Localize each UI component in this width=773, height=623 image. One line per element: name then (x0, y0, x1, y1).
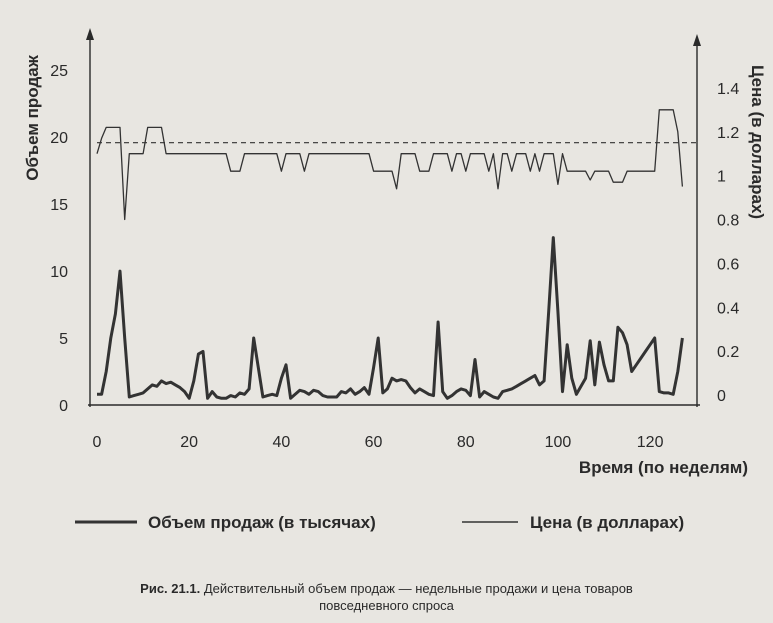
y-right-arrow-icon (693, 34, 701, 46)
x-tick-label: 40 (272, 434, 290, 451)
x-tick-label: 100 (545, 434, 572, 451)
y-right-tick-label: 1.2 (717, 125, 739, 142)
caption-line-2: повседневного спроса (319, 598, 454, 613)
series-price-line (96, 109, 684, 221)
y-right-tick-label: 0.4 (717, 300, 739, 317)
y-right-tick-label: 0 (717, 388, 726, 405)
figure-caption: Рис. 21.1. Действительный объем продаж —… (0, 580, 773, 614)
y-right-tick-label: 1.4 (717, 81, 739, 98)
caption-figure-number: Рис. 21.1. (140, 581, 201, 596)
x-axis-title: Время (по неделям) (579, 458, 748, 477)
y-right-tick-label: 0.2 (717, 344, 739, 361)
y-right-axis-title: Цена (в долларах) (748, 65, 767, 219)
y-left-arrow-icon (86, 28, 94, 40)
y-right-tick-label: 1 (717, 169, 726, 186)
series-sales-line (97, 236, 684, 400)
y-right-tick-labels: 0 0.2 0.4 0.6 0.8 1 1.2 1.4 (717, 81, 739, 405)
y-left-tick-label: 10 (50, 264, 68, 281)
y-left-tick-labels: 0 5 10 15 20 25 (50, 63, 68, 415)
x-tick-label: 60 (365, 434, 383, 451)
legend-sales-label: Объем продаж (в тысячах) (148, 513, 376, 532)
y-right-tick-label: 0.8 (717, 213, 739, 230)
legend-price-label: Цена (в долларах) (530, 513, 684, 532)
legend: Объем продаж (в тысячах) Цена (в доллара… (75, 513, 684, 532)
x-tick-label: 20 (180, 434, 198, 451)
y-left-tick-label: 0 (59, 398, 68, 415)
x-tick-labels: 0 20 40 60 80 100 120 (93, 434, 664, 451)
y-left-axis-title: Объем продаж (23, 54, 42, 180)
x-tick-label: 0 (93, 434, 102, 451)
y-left-tick-label: 25 (50, 63, 68, 80)
caption-line-1: Рис. 21.1. Действительный объем продаж —… (0, 580, 773, 597)
x-tick-label: 120 (637, 434, 664, 451)
y-left-tick-label: 20 (50, 130, 68, 147)
y-left-tick-label: 5 (59, 331, 68, 348)
x-tick-label: 80 (457, 434, 475, 451)
y-left-tick-label: 15 (50, 197, 68, 214)
y-right-tick-label: 0.6 (717, 256, 739, 273)
caption-text-1: Действительный объем продаж — недельные … (203, 581, 633, 596)
